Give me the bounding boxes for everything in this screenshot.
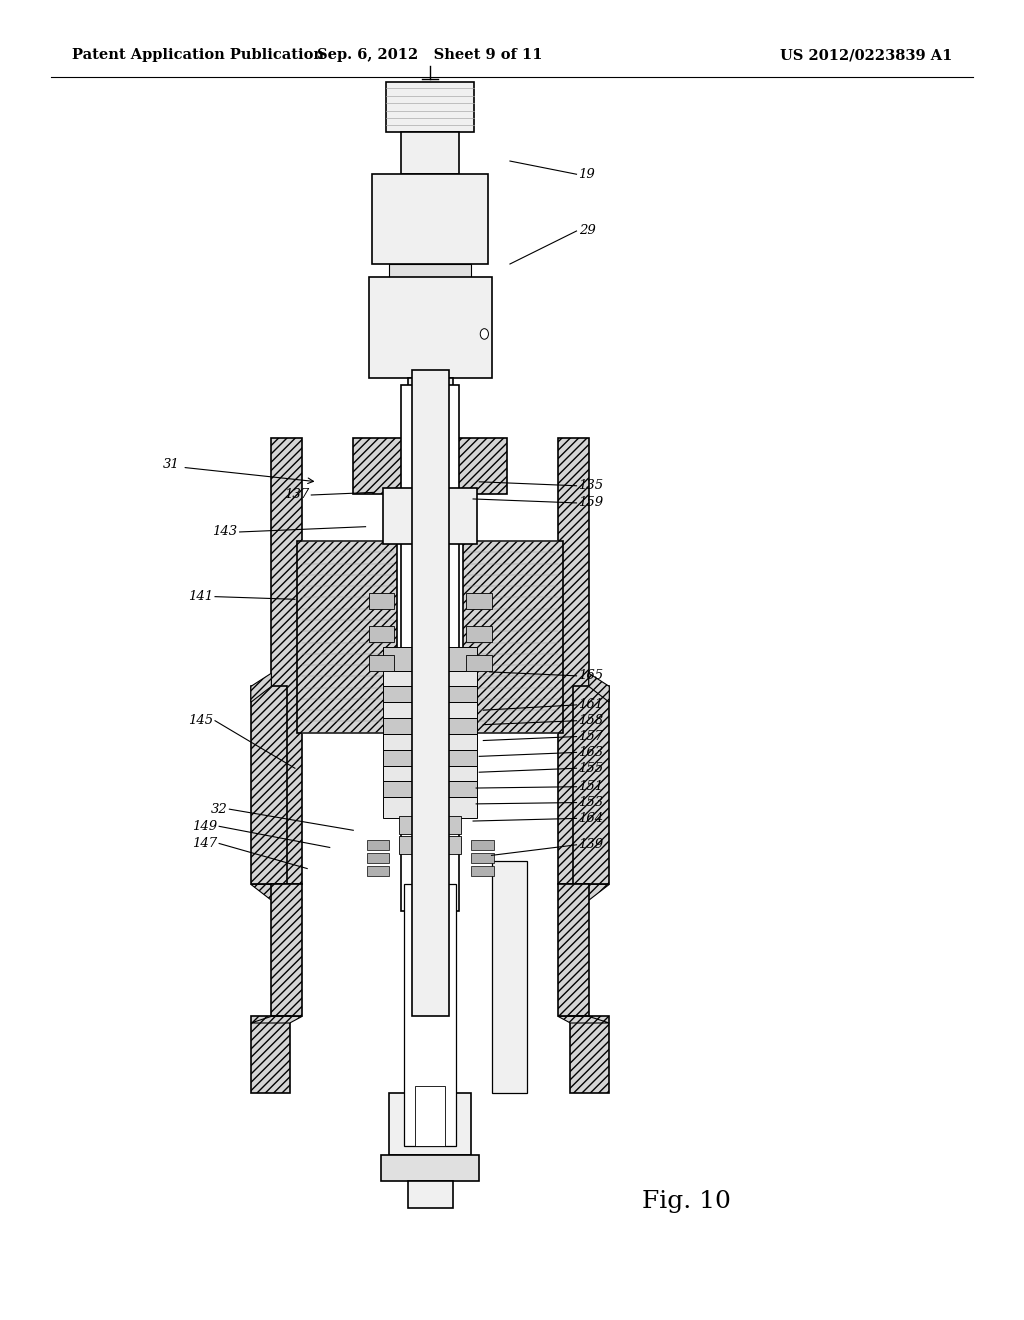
Bar xyxy=(408,378,453,438)
Text: 147: 147 xyxy=(191,837,217,850)
Bar xyxy=(271,884,302,1016)
Bar xyxy=(369,655,394,671)
Bar xyxy=(383,647,477,671)
Bar xyxy=(297,541,397,733)
Text: Sep. 6, 2012   Sheet 9 of 11: Sep. 6, 2012 Sheet 9 of 11 xyxy=(317,49,543,62)
Bar xyxy=(353,438,406,494)
Bar xyxy=(408,1181,453,1208)
Text: 135: 135 xyxy=(579,479,604,492)
Bar xyxy=(401,385,459,911)
Bar xyxy=(251,686,287,884)
Bar xyxy=(570,1016,609,1093)
Text: 164: 164 xyxy=(579,812,604,825)
Bar xyxy=(369,593,394,609)
Text: 153: 153 xyxy=(579,796,604,809)
Bar xyxy=(412,370,449,1016)
Bar xyxy=(383,488,477,544)
Bar xyxy=(367,853,389,863)
Text: 29: 29 xyxy=(579,224,595,238)
Bar xyxy=(372,174,488,264)
Bar xyxy=(401,132,459,174)
Bar xyxy=(466,626,492,642)
Bar xyxy=(367,840,389,850)
Text: 32: 32 xyxy=(211,803,227,816)
Text: 159: 159 xyxy=(579,496,604,510)
Bar xyxy=(492,861,527,1093)
Text: 165: 165 xyxy=(579,669,604,682)
Bar xyxy=(455,438,507,494)
Bar xyxy=(383,781,477,797)
Text: 145: 145 xyxy=(187,714,213,727)
Text: 161: 161 xyxy=(579,698,604,711)
Bar xyxy=(386,82,474,132)
Bar xyxy=(463,541,563,733)
Bar xyxy=(383,718,477,734)
Bar xyxy=(369,626,394,642)
Bar xyxy=(383,750,477,766)
Bar xyxy=(404,884,456,1146)
Text: 163: 163 xyxy=(579,746,604,759)
Bar xyxy=(573,686,609,884)
Text: 158: 158 xyxy=(579,714,604,727)
Text: US 2012/0223839 A1: US 2012/0223839 A1 xyxy=(780,49,952,62)
Bar xyxy=(389,264,471,277)
Bar xyxy=(399,816,461,834)
Text: 31: 31 xyxy=(163,458,179,471)
Bar xyxy=(558,438,589,884)
Bar xyxy=(367,866,389,876)
Bar xyxy=(369,277,492,378)
Text: Patent Application Publication: Patent Application Publication xyxy=(72,49,324,62)
Polygon shape xyxy=(589,673,609,702)
Bar xyxy=(466,593,492,609)
Text: Fig. 10: Fig. 10 xyxy=(642,1189,730,1213)
Bar xyxy=(383,671,477,686)
Text: 155: 155 xyxy=(579,762,604,775)
Bar xyxy=(383,702,477,718)
Bar xyxy=(471,853,494,863)
Text: 139: 139 xyxy=(579,838,604,851)
Bar xyxy=(381,1155,479,1181)
Bar xyxy=(415,1086,445,1146)
Polygon shape xyxy=(558,1016,609,1023)
Bar xyxy=(558,884,589,1016)
Text: 141: 141 xyxy=(187,590,213,603)
Bar xyxy=(383,766,477,781)
Text: 143: 143 xyxy=(212,525,238,539)
Text: 137: 137 xyxy=(284,488,309,502)
Polygon shape xyxy=(251,1016,302,1023)
Text: 149: 149 xyxy=(191,820,217,833)
Bar xyxy=(466,655,492,671)
Bar xyxy=(471,840,494,850)
Bar xyxy=(399,836,461,854)
Text: 19: 19 xyxy=(579,168,595,181)
Polygon shape xyxy=(251,884,302,900)
Bar xyxy=(251,1016,290,1093)
Polygon shape xyxy=(558,884,609,900)
Text: 157: 157 xyxy=(579,730,604,743)
Bar xyxy=(389,1093,471,1155)
Bar xyxy=(383,797,477,818)
Circle shape xyxy=(480,329,488,339)
Polygon shape xyxy=(251,673,271,702)
Bar xyxy=(383,686,477,702)
Bar xyxy=(383,734,477,750)
Bar xyxy=(471,866,494,876)
Text: 151: 151 xyxy=(579,780,604,793)
Bar xyxy=(271,438,302,884)
